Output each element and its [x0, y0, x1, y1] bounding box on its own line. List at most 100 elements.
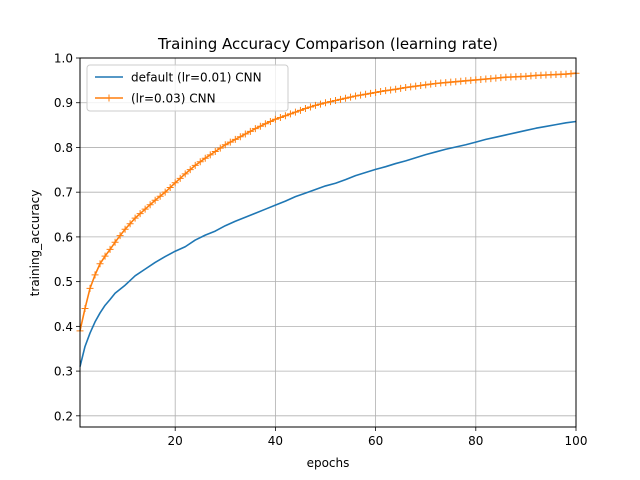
series-marker [246, 127, 254, 135]
legend-box [86, 64, 289, 112]
plot-frame [79, 57, 577, 428]
series-marker [412, 82, 420, 90]
series-marker [186, 166, 194, 174]
series-marker [176, 174, 184, 182]
series-marker [206, 151, 214, 159]
series-marker [91, 271, 99, 279]
series-2 [76, 69, 580, 335]
series-marker [362, 90, 370, 98]
legend-label: (lr=0.03) CNN [131, 92, 216, 106]
x-tick-label: 100 [565, 434, 588, 448]
y-tick-label: 0.5 [54, 275, 73, 289]
series-marker [151, 196, 159, 204]
y-tick-label: 0.9 [54, 96, 73, 110]
series-marker [372, 88, 380, 96]
series-marker [271, 115, 279, 123]
y-tick-label: 0.4 [54, 320, 73, 334]
series-marker [231, 135, 239, 143]
series-marker [146, 201, 154, 209]
series-marker [121, 225, 129, 233]
series-marker [286, 110, 294, 118]
series-marker [387, 86, 395, 94]
series-marker [382, 87, 390, 95]
series-marker [256, 122, 264, 130]
series-marker [226, 138, 234, 146]
series-line [79, 72, 577, 332]
series-marker [407, 83, 415, 91]
y-axis-label: training_accuracy [28, 190, 42, 297]
series-marker [427, 80, 435, 88]
series-marker [261, 120, 269, 128]
series-marker [241, 130, 249, 138]
series-marker [251, 125, 259, 133]
series-marker [402, 84, 410, 92]
x-tick-label: 60 [368, 434, 383, 448]
series-group [76, 69, 580, 367]
series-marker [291, 108, 299, 116]
x-tick-label: 40 [268, 434, 283, 448]
series-marker [357, 91, 365, 99]
series-marker [156, 192, 164, 200]
series-marker [111, 238, 119, 246]
series-marker [216, 144, 224, 152]
series-1 [79, 120, 577, 367]
series-marker [101, 252, 109, 260]
series-marker [141, 205, 149, 213]
x-axis-label: epochs [307, 456, 350, 470]
y-tick-label: 0.6 [54, 230, 73, 244]
series-marker [321, 99, 329, 107]
grid-lines [80, 57, 577, 427]
series-line [79, 120, 577, 367]
legend: default (lr=0.01) CNN (lr=0.03) CNN [86, 64, 289, 112]
series-marker [181, 170, 189, 178]
series-marker [96, 260, 104, 268]
series-marker [86, 284, 94, 292]
series-marker [337, 95, 345, 103]
y-axis-ticks: 0.2 0.3 0.4 0.5 0.6 0.7 0.8 0.9 1.0 [54, 52, 80, 423]
series-marker [81, 304, 89, 312]
series-marker [342, 94, 350, 102]
y-tick-label: 0.7 [54, 186, 73, 200]
chart-title: Training Accuracy Comparison (learning r… [157, 35, 498, 53]
series-marker [221, 141, 229, 149]
series-marker [397, 84, 405, 92]
y-tick-label: 1.0 [54, 52, 73, 66]
series-marker [276, 113, 284, 121]
series-marker [301, 105, 309, 113]
series-marker [367, 89, 375, 97]
series-marker [377, 88, 385, 96]
y-tick-label: 0.8 [54, 141, 73, 155]
series-marker [347, 93, 355, 101]
y-tick-label: 0.3 [54, 365, 73, 379]
x-tick-label: 20 [168, 434, 183, 448]
legend-label: default (lr=0.01) CNN [131, 71, 262, 85]
series-marker [131, 214, 139, 222]
series-marker [266, 118, 274, 126]
series-marker [166, 183, 174, 191]
series-marker [116, 232, 124, 240]
series-marker [316, 100, 324, 108]
x-axis-ticks: 20 40 60 80 100 [168, 427, 588, 448]
series-marker [161, 188, 169, 196]
series-marker [352, 92, 360, 100]
series-marker [332, 96, 340, 104]
series-marker [171, 179, 179, 187]
legend-marker [105, 94, 113, 102]
series-marker [211, 147, 219, 155]
x-tick-label: 80 [468, 434, 483, 448]
series-marker [201, 154, 209, 162]
series-marker [422, 81, 430, 89]
series-marker [126, 220, 134, 228]
series-marker [392, 85, 400, 93]
series-marker [327, 98, 335, 106]
series-marker [136, 210, 144, 218]
series-marker [106, 245, 114, 253]
series-marker [296, 106, 304, 114]
series-marker [417, 82, 425, 90]
series-marker [196, 158, 204, 166]
series-marker [306, 103, 314, 111]
y-tick-label: 0.2 [54, 409, 73, 423]
series-marker [191, 161, 199, 169]
series-marker [311, 101, 319, 109]
